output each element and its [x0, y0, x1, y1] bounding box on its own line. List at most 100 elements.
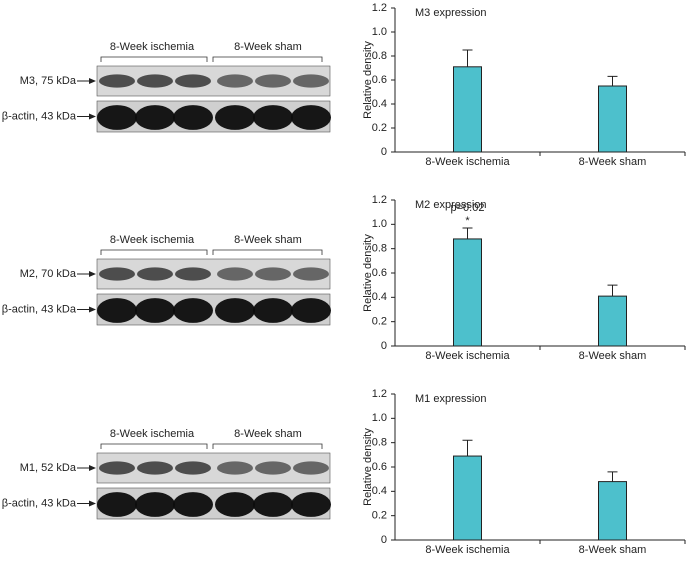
blot-band — [217, 74, 253, 88]
blot-band — [175, 461, 211, 475]
bracket — [100, 443, 323, 449]
bar — [598, 481, 627, 541]
band-label: β-actin, 43 kDa — [2, 497, 77, 509]
y-tick-label: 0.6 — [372, 267, 387, 279]
blot-band — [99, 461, 135, 475]
blot-band — [291, 105, 331, 130]
blot-band — [175, 267, 211, 281]
blot-band — [215, 298, 255, 323]
y-tick-label: 0.6 — [372, 74, 387, 86]
annotation: * — [465, 215, 470, 227]
blot-band — [97, 298, 137, 323]
blot-band — [293, 74, 329, 88]
blot-band — [255, 461, 291, 475]
y-tick-label: 0.6 — [372, 461, 387, 473]
annotation: p=0.02 — [451, 202, 485, 214]
blot-box — [96, 258, 331, 290]
bar — [598, 295, 627, 347]
x-tick-label: 8-Week ischemia — [425, 350, 510, 362]
blot-band — [173, 298, 213, 323]
group-label: 8-Week sham — [234, 234, 302, 246]
blot-band — [253, 492, 293, 517]
error-bar — [607, 75, 618, 86]
error-bar — [607, 471, 618, 482]
y-tick-label: 0.8 — [372, 243, 387, 255]
error-bar — [607, 284, 618, 297]
blot-box — [96, 65, 331, 97]
blot-band — [253, 105, 293, 130]
chart-title: M3 expression — [415, 7, 487, 19]
y-axis-label: Relative density — [362, 234, 374, 312]
group-label: 8-Week sham — [234, 41, 302, 53]
arrow-head — [89, 271, 96, 277]
y-tick-label: 1.0 — [372, 412, 387, 424]
error-bar — [462, 227, 473, 239]
y-axis-label: Relative density — [362, 428, 374, 506]
blot-band — [137, 461, 173, 475]
y-tick-label: 1.0 — [372, 218, 387, 230]
group-label: 8-Week sham — [234, 428, 302, 440]
blot-band — [291, 492, 331, 517]
blot-band — [293, 461, 329, 475]
bracket — [100, 249, 323, 255]
arrow-head — [89, 306, 96, 313]
y-tick-label: 0.2 — [372, 316, 387, 328]
band-label: M3, 75 kDa — [20, 75, 77, 87]
arrow-head — [89, 500, 96, 507]
y-tick-label: 1.2 — [372, 388, 387, 400]
y-tick-label: 1.0 — [372, 26, 387, 38]
blot-band — [253, 298, 293, 323]
y-tick-label: 0.8 — [372, 437, 387, 449]
y-tick-label: 0.4 — [372, 98, 387, 110]
error-bar — [462, 439, 473, 457]
group-label: 8-Week ischemia — [110, 428, 195, 440]
blot-band — [137, 74, 173, 88]
error-bar — [462, 49, 473, 67]
y-tick-label: 1.2 — [372, 2, 387, 14]
blot-band — [175, 74, 211, 88]
blot-band — [215, 492, 255, 517]
arrow-head — [89, 78, 96, 84]
y-tick-label: 0.2 — [372, 510, 387, 522]
x-tick-label: 8-Week sham — [579, 350, 647, 362]
blot-band — [99, 267, 135, 281]
blot-band — [97, 105, 137, 130]
blot-band — [255, 267, 291, 281]
blot-band — [291, 298, 331, 323]
group-label: 8-Week ischemia — [110, 41, 195, 53]
x-tick-label: 8-Week sham — [579, 544, 647, 556]
bar — [453, 66, 482, 153]
y-tick-label: 0.8 — [372, 50, 387, 62]
bar — [598, 85, 627, 153]
bracket — [100, 56, 323, 62]
y-tick-label: 0.4 — [372, 291, 387, 303]
blot-band — [99, 74, 135, 88]
blot-band — [135, 492, 175, 517]
blot-band — [173, 105, 213, 130]
y-tick-label: 0.2 — [372, 122, 387, 134]
y-tick-label: 0 — [381, 146, 387, 158]
arrow-head — [89, 113, 96, 120]
chart-title: M1 expression — [415, 393, 487, 405]
band-label: β-actin, 43 kDa — [2, 303, 77, 315]
blot-band — [135, 105, 175, 130]
blot-band — [97, 492, 137, 517]
x-tick-label: 8-Week ischemia — [425, 156, 510, 168]
y-tick-label: 0 — [381, 340, 387, 352]
y-tick-label: 0.4 — [372, 485, 387, 497]
group-label: 8-Week ischemia — [110, 234, 195, 246]
blot-band — [217, 267, 253, 281]
blot-band — [135, 298, 175, 323]
chart-title: M2 expression — [415, 199, 487, 211]
band-label: β-actin, 43 kDa — [2, 110, 77, 122]
y-tick-label: 0 — [381, 534, 387, 546]
band-label: M2, 70 kDa — [20, 268, 77, 280]
x-tick-label: 8-Week sham — [579, 156, 647, 168]
blot-band — [137, 267, 173, 281]
blot-band — [173, 492, 213, 517]
blot-band — [293, 267, 329, 281]
bar — [453, 238, 482, 347]
y-axis-label: Relative density — [362, 41, 374, 119]
blot-box — [96, 452, 331, 484]
